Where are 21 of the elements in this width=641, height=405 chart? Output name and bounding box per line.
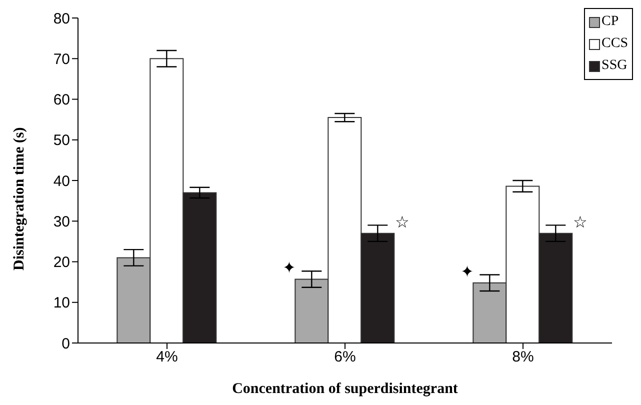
x-axis-title: Concentration of superdisintegrant [232,381,458,397]
x-tick-label: 6% [334,348,356,366]
y-tick-label: 70 [53,50,70,68]
y-tick-label: 80 [53,10,70,28]
y-tick-label: 0 [62,335,70,352]
y-tick-label: 50 [53,132,70,150]
legend-label: CCS [600,35,628,53]
y-tick-label: 10 [53,294,70,312]
data-label: ✦ [282,260,296,278]
data-label: ☆ [395,214,410,232]
legend-label: SSG [600,57,628,75]
x-tick-label: 4% [156,348,178,366]
y-tick-label: 40 [53,172,70,190]
y-axis-title: Disintegration time (s) [11,127,28,270]
x-tick-label: 8% [512,348,534,366]
legend-label: CP [600,13,620,31]
data-label: ✦ [460,264,474,281]
y-tick-label: 20 [53,254,70,272]
y-tick-label: 30 [53,213,70,230]
data-label: ☆ [573,214,588,232]
y-tick-label: 60 [53,92,70,109]
